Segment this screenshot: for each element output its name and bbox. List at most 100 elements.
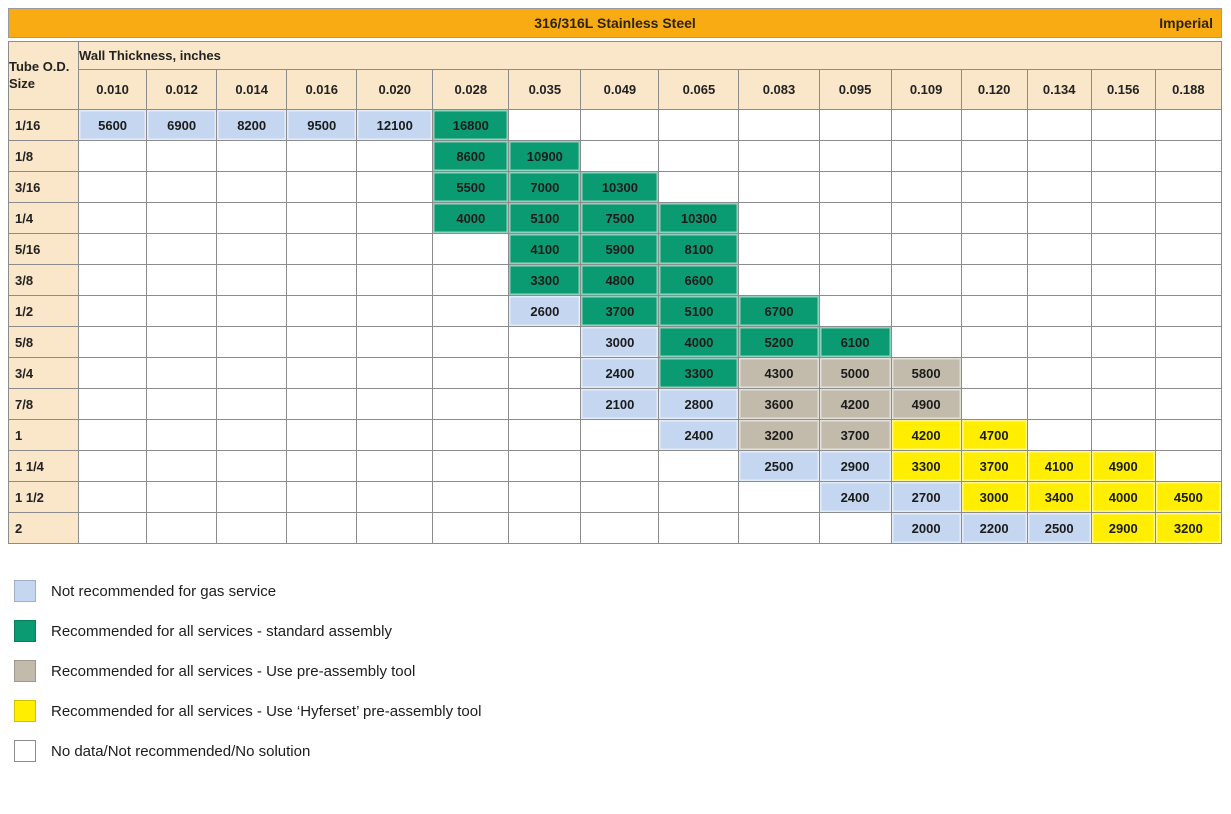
empty-cell: [78, 481, 148, 513]
empty-cell: [146, 450, 218, 482]
empty-cell: [146, 233, 218, 265]
table-row: 3/8 3300 4800 6600: [7, 264, 1223, 296]
thickness-column-header: 0.095: [818, 69, 892, 110]
empty-cell: [1026, 264, 1092, 296]
pressure-cell: 6600: [658, 264, 740, 296]
empty-cell: [216, 419, 288, 451]
empty-cell: [658, 481, 740, 513]
pressure-cell: 5600: [78, 109, 148, 141]
empty-cell: [890, 140, 962, 172]
empty-cell: [890, 109, 962, 141]
empty-cell: [286, 295, 358, 327]
empty-cell: [890, 326, 962, 358]
thickness-column-header: 0.014: [216, 69, 288, 110]
empty-cell: [508, 419, 582, 451]
pressure-cell: 3300: [508, 264, 582, 296]
empty-cell: [78, 512, 148, 544]
pressure-cell: 2200: [960, 512, 1028, 544]
empty-cell: [286, 233, 358, 265]
thickness-column-header: 0.049: [580, 69, 660, 110]
pressure-cell: 9500: [286, 109, 358, 141]
pressure-cell: 5100: [658, 295, 740, 327]
empty-cell: [78, 419, 148, 451]
empty-cell: [78, 357, 148, 389]
table-row: 1/4 4000 5100 7500 10300: [7, 202, 1223, 234]
pressure-cell: 3700: [580, 295, 660, 327]
empty-cell: [216, 357, 288, 389]
empty-cell: [580, 109, 660, 141]
thickness-column-header: 0.016: [286, 69, 358, 110]
empty-cell: [1090, 171, 1156, 203]
empty-cell: [286, 481, 358, 513]
empty-cell: [1026, 388, 1092, 420]
empty-cell: [1154, 388, 1223, 420]
empty-cell: [1154, 326, 1223, 358]
empty-cell: [738, 233, 820, 265]
pressure-cell: 7500: [580, 202, 660, 234]
empty-cell: [890, 264, 962, 296]
empty-cell: [78, 140, 148, 172]
table-row: 7/8 2100 2800 3600 4200 4900: [7, 388, 1223, 420]
empty-cell: [508, 357, 582, 389]
pressure-cell: 2600: [508, 295, 582, 327]
tube-size-row-header: 1/4: [7, 202, 80, 234]
legend-item: Recommended for all services - standard …: [14, 620, 1223, 642]
empty-cell: [1090, 326, 1156, 358]
empty-cell: [356, 233, 434, 265]
empty-cell: [818, 140, 892, 172]
empty-cell: [146, 326, 218, 358]
empty-cell: [818, 512, 892, 544]
empty-cell: [738, 140, 820, 172]
empty-cell: [508, 109, 582, 141]
pressure-cell: 4000: [658, 326, 740, 358]
empty-cell: [216, 388, 288, 420]
empty-cell: [738, 171, 820, 203]
pressure-cell: 6900: [146, 109, 218, 141]
empty-cell: [1026, 202, 1092, 234]
empty-cell: [286, 419, 358, 451]
empty-cell: [216, 450, 288, 482]
empty-cell: [146, 481, 218, 513]
empty-cell: [356, 264, 434, 296]
pressure-rating-table: Tube O.D. Size Wall Thickness, inches 0.…: [7, 41, 1223, 544]
pressure-cell: 3200: [738, 419, 820, 451]
legend-label: No data/Not recommended/No solution: [51, 742, 311, 760]
pressure-cell: 4700: [960, 419, 1028, 451]
table-row: 3/16 5500 7000 10300: [7, 171, 1223, 203]
wall-thickness-group-header: Wall Thickness, inches: [78, 41, 1222, 70]
tube-size-row-header: 1/16: [7, 109, 80, 141]
empty-cell: [1026, 357, 1092, 389]
empty-cell: [216, 264, 288, 296]
table-row: 1 2400 3200 3700 4200 4700: [7, 419, 1223, 451]
empty-cell: [432, 264, 510, 296]
empty-cell: [658, 512, 740, 544]
pressure-cell: 7000: [508, 171, 582, 203]
empty-cell: [286, 357, 358, 389]
legend-swatch-none: [14, 740, 36, 762]
tube-size-row-header: 5/8: [7, 326, 80, 358]
table-row: 5/8 3000 4000 5200 6100: [7, 326, 1223, 358]
pressure-cell: 2900: [818, 450, 892, 482]
tube-size-row-header: 1: [7, 419, 80, 451]
empty-cell: [216, 326, 288, 358]
empty-cell: [738, 264, 820, 296]
empty-cell: [432, 450, 510, 482]
empty-cell: [78, 233, 148, 265]
pressure-cell: 10300: [580, 171, 660, 203]
pressure-cell: 6700: [738, 295, 820, 327]
empty-cell: [286, 171, 358, 203]
empty-cell: [1154, 450, 1223, 482]
pressure-cell: 4800: [580, 264, 660, 296]
empty-cell: [1090, 233, 1156, 265]
empty-cell: [960, 326, 1028, 358]
empty-cell: [818, 233, 892, 265]
empty-cell: [890, 233, 962, 265]
empty-cell: [216, 202, 288, 234]
pressure-cell: 5200: [738, 326, 820, 358]
legend-swatch-pre: [14, 660, 36, 682]
pressure-cell: 2800: [658, 388, 740, 420]
pressure-cell: 10300: [658, 202, 740, 234]
pressure-cell: 2400: [580, 357, 660, 389]
empty-cell: [508, 481, 582, 513]
empty-cell: [890, 171, 962, 203]
